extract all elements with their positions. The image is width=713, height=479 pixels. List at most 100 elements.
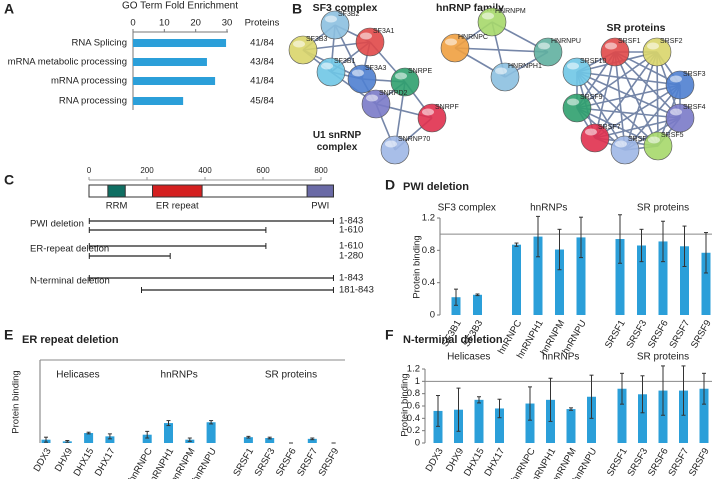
bar [133,77,216,85]
bar [638,394,647,443]
bar [495,408,504,443]
proteins-label: 41/84 [250,76,274,87]
group-label: hnRNPs [161,370,198,381]
construct-label: 1-610 [339,241,363,252]
group-label: hnRNPs [530,203,567,214]
node-highlight [360,32,372,40]
bar [133,58,207,66]
y-tick-label: 1 [415,376,420,387]
panel-label: F [385,327,394,343]
x-tick-label: DHX9 [53,446,75,473]
x-tick-label: 400 [198,166,212,175]
node-highlight [647,42,659,50]
bar [566,409,576,443]
construct-label: 1-843 [339,216,363,227]
chart-title: PWI deletion [403,181,469,193]
y-tick-label: 0.4 [422,277,435,288]
node-label: SNRPE [408,68,432,75]
y-tick-label: mRNA processing [51,76,127,87]
group-label: Helicases [447,352,490,363]
node-highlight [482,12,494,20]
node-label: SNRNP70 [398,136,430,143]
bar [307,438,317,443]
node-label: SRSF3 [683,71,706,78]
y-axis-label: Protein binding [11,370,22,433]
node-label: HNRNPM [495,8,526,15]
node-label: SRSF7 [598,124,621,131]
domain-label: PWI [311,201,329,212]
panel-label: B [292,1,302,17]
node-highlight [293,40,305,48]
y-tick-label: 0.4 [407,413,420,424]
edge [576,71,659,147]
x-tick-label: 0 [130,18,135,29]
y-tick-label: 0.8 [422,245,435,256]
node-label: SF3A3 [365,65,387,72]
node-highlight [670,108,682,116]
y-tick-label: mRNA metabolic processing [8,57,127,68]
node-highlight [567,62,579,70]
node-highlight [615,140,627,148]
cluster-title: SR proteins [607,22,666,34]
node-label: HNRNPC [458,34,488,41]
x-tick-label: DDX3 [424,446,446,473]
bar [576,237,586,315]
node-label: SRSF9 [580,94,603,101]
x-tick-label: DHX17 [482,446,507,478]
domain [152,184,203,198]
bar [451,297,461,315]
node-label: SRSF4 [683,104,706,111]
bar [533,236,543,315]
cluster-title: SF3 complex [313,2,378,14]
edge [614,51,681,119]
x-tick-label: DDX3 [32,446,54,473]
node-label: HNRNPU [551,38,581,45]
edge [594,51,616,139]
chart-title: ER repeat deletion [22,334,119,346]
proteins-label: 45/84 [250,96,274,107]
x-tick-label: 200 [140,166,154,175]
group-label: SR proteins [637,203,689,214]
panel-label: C [4,172,14,188]
group-label: Helicases [56,370,99,381]
panel-label: A [4,1,14,17]
x-tick-label: 30 [222,18,233,29]
bar [84,433,94,443]
x-tick-label: 20 [190,18,201,29]
edge [594,51,658,139]
edge [576,71,681,86]
x-tick-label: 800 [314,166,328,175]
domain-label: RRM [106,201,128,212]
edge [454,47,549,53]
group-label: hnRNPs [542,352,579,363]
bar [658,390,668,443]
node-label: SF3B1 [334,58,356,65]
x-tick-label: 0 [87,166,92,175]
group-label: SF3 complex [438,203,496,214]
node-highlight [325,15,337,23]
y-tick-label: 0 [430,310,435,321]
y-tick-label: RNA Splicing [72,38,127,49]
node-label: SF3A1 [373,28,395,35]
node-highlight [445,38,457,46]
bar [615,239,625,315]
y-axis-label: Protein binding [412,235,423,298]
panel-label: E [4,327,13,343]
node-highlight [385,140,397,148]
construct-name: N-terminal deletion [30,276,110,287]
y-axis-label: Protein binding [400,373,411,436]
bar [617,388,627,443]
y-tick-label: 0.6 [407,401,420,412]
node-highlight [648,136,660,144]
bar [512,244,521,315]
x-tick-label: 10 [159,18,170,29]
group-label: SR proteins [637,352,689,363]
bar [699,388,709,443]
bar [206,422,216,443]
bar [474,399,484,443]
bar [555,249,564,315]
bar [142,434,152,443]
node-highlight [605,42,617,50]
